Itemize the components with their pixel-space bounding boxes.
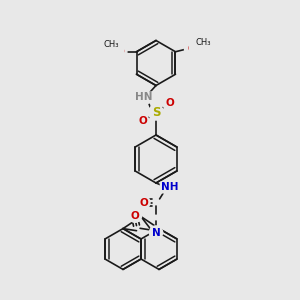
Text: S: S xyxy=(152,106,160,119)
Text: O: O xyxy=(139,197,148,208)
Circle shape xyxy=(163,97,176,110)
Text: O: O xyxy=(188,44,196,54)
Text: O: O xyxy=(115,47,124,57)
Text: HN: HN xyxy=(135,92,152,103)
Circle shape xyxy=(136,90,151,105)
Text: O: O xyxy=(130,211,140,221)
Text: O: O xyxy=(138,116,147,127)
Circle shape xyxy=(149,226,163,239)
Text: CH₃: CH₃ xyxy=(195,38,211,47)
Circle shape xyxy=(104,38,118,52)
Circle shape xyxy=(196,36,209,49)
Circle shape xyxy=(137,196,150,209)
Text: O: O xyxy=(165,98,174,109)
Circle shape xyxy=(136,115,149,128)
Circle shape xyxy=(162,180,177,195)
Circle shape xyxy=(128,209,142,222)
Text: NH: NH xyxy=(161,182,178,193)
Text: CH₃: CH₃ xyxy=(103,40,119,49)
Circle shape xyxy=(184,41,200,56)
Circle shape xyxy=(112,44,127,59)
Circle shape xyxy=(148,105,164,120)
Text: N: N xyxy=(152,227,160,238)
